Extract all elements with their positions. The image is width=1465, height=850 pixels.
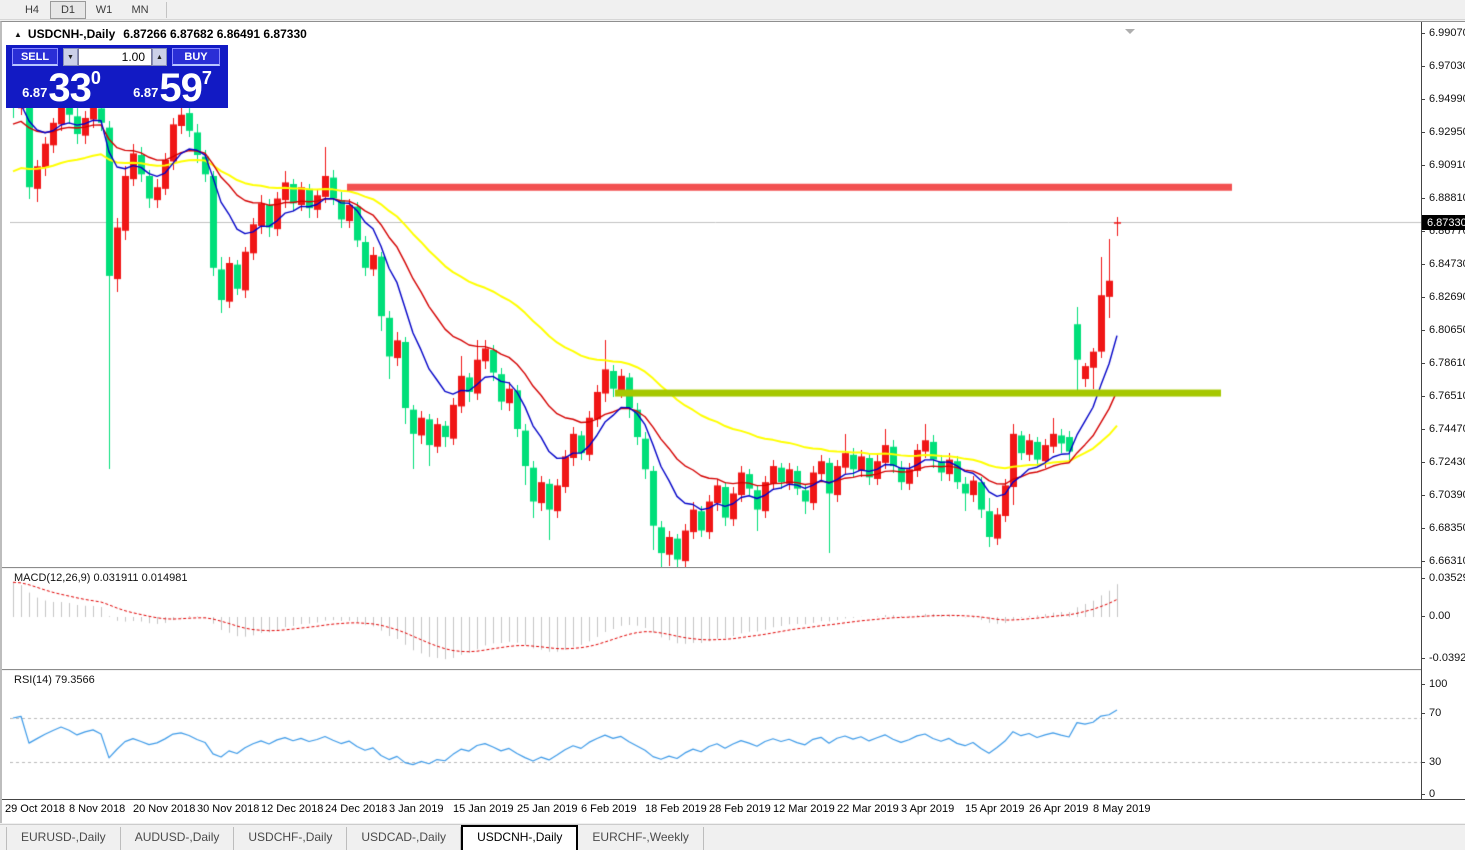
time-axis-label: 30 Nov 2018 [197, 803, 260, 815]
price-axis-label: 6.70390 [1421, 479, 1465, 512]
price-axis-label: 6.99070 [1421, 17, 1465, 50]
price-axis-label: 6.68350 [1421, 512, 1465, 545]
time-axis-label: 12 Mar 2019 [773, 803, 835, 815]
panel-separator[interactable] [2, 669, 1421, 671]
timeframe-toolbar: H4 D1 W1 MN [0, 0, 1465, 20]
price-axis-label: 6.92950 [1421, 116, 1465, 149]
price-axis[interactable]: 6.99070 6.97030 6.94990 6.92950 6.90910 6.888… [1421, 17, 1465, 578]
rsi-label: RSI(14) 79.3566 [14, 674, 95, 686]
chart-tab[interactable]: USDCHF-,Daily [234, 827, 348, 850]
time-axis-label: 15 Apr 2019 [965, 803, 1025, 815]
time-axis-label: 15 Jan 2019 [453, 803, 514, 815]
buy-price-big: 59 [159, 66, 202, 110]
volume-input[interactable] [78, 48, 152, 66]
chart-shift-marker-icon[interactable] [1125, 29, 1135, 34]
macd-label: MACD(12,26,9) 0.031911 0.014981 [14, 572, 188, 584]
rsi-axis-label: 70 [1420, 706, 1441, 720]
timeframe-button[interactable]: D1 [50, 0, 86, 19]
sell-price[interactable]: 6.87 33 0 [6, 67, 117, 108]
chart-tab[interactable]: EURCHF-,Weekly [578, 827, 704, 850]
chart-title: USDCNH-,Daily [27, 27, 116, 41]
trade-prices-row: 6.87 33 0 6.87 59 7 [6, 67, 228, 108]
price-axis-label: 6.66310 [1421, 545, 1465, 578]
price-chart-canvas[interactable] [10, 23, 1421, 567]
rsi-indicator-canvas[interactable] [10, 671, 1421, 799]
chevron-down-icon: ▼ [67, 53, 74, 61]
timeframe-button[interactable]: MN [122, 1, 158, 19]
chart-tab[interactable]: AUDUSD-,Daily [121, 827, 235, 850]
buy-price[interactable]: 6.87 59 7 [117, 67, 228, 108]
sell-price-big: 33 [48, 66, 91, 110]
time-axis-line [2, 799, 1465, 800]
price-axis-label: 6.80650 [1421, 314, 1465, 347]
price-axis-label: 6.76510 [1421, 380, 1465, 413]
timeframe-button[interactable]: H4 [14, 1, 50, 19]
time-axis-label: 26 Apr 2019 [1029, 803, 1089, 815]
buy-button[interactable]: BUY [172, 48, 220, 66]
buy-price-base: 6.87 [133, 85, 159, 100]
time-axis-label: 8 Nov 2018 [69, 803, 126, 815]
macd-axis-label: -0.039223 [1421, 651, 1465, 665]
price-axis-label: 6.97030 [1421, 50, 1465, 83]
rsi-axis-label: 100 [1420, 677, 1447, 691]
chart-tab[interactable]: USDCNH-,Daily [461, 825, 579, 850]
time-axis-label: 24 Dec 2018 [325, 803, 388, 815]
one-click-trading-toggle-icon[interactable]: ▲ [14, 29, 22, 39]
macd-axis-label: 0.035298 [1421, 571, 1465, 585]
price-axis-label: 6.72430 [1421, 446, 1465, 479]
trade-controls-row: SELL ▼ ▲ BUY [12, 48, 222, 66]
time-axis-label: 8 May 2019 [1093, 803, 1151, 815]
volume-decrease-button[interactable]: ▼ [63, 48, 78, 66]
chart-tab-bar: EURUSD-,Daily AUDUSD-,Daily USDCHF-,Daily U… [0, 824, 1465, 850]
chart-tab[interactable]: EURUSD-,Daily [6, 827, 121, 850]
volume-increase-button[interactable]: ▲ [152, 48, 167, 66]
chart-header: ▲ USDCNH-,Daily 6.87266 6.87682 6.86491 … [14, 27, 307, 41]
time-axis-label: 28 Feb 2019 [709, 803, 771, 815]
sell-price-sup: 0 [90, 68, 101, 88]
price-axis-line [1421, 22, 1422, 799]
chart-window: ▲ USDCNH-,Daily 6.87266 6.87682 6.86491 … [0, 21, 1465, 823]
price-axis-label: 6.84730 [1421, 248, 1465, 281]
time-axis-label: 29 Oct 2018 [5, 803, 65, 815]
time-axis-label: 6 Feb 2019 [581, 803, 637, 815]
chevron-up-icon: ▲ [156, 53, 163, 61]
time-axis-label: 3 Jan 2019 [389, 803, 444, 815]
macd-indicator-canvas[interactable] [10, 569, 1421, 669]
timeframe-button[interactable]: W1 [86, 1, 122, 19]
price-axis-label: 6.88810 [1421, 182, 1465, 215]
sell-button[interactable]: SELL [12, 48, 58, 66]
time-axis[interactable]: 29 Oct 2018 8 Nov 2018 20 Nov 2018 30 Nov 2… [5, 803, 1417, 819]
price-axis-label: 6.78610 [1421, 347, 1465, 380]
price-axis-label: 6.82690 [1421, 281, 1465, 314]
rsi-axis-label: 0 [1420, 787, 1435, 801]
timeframe-group: H4 D1 W1 MN [14, 0, 158, 20]
buy-price-sup: 7 [201, 68, 212, 88]
chart-ohlc-values: 6.87266 6.87682 6.86491 6.87330 [123, 27, 307, 41]
time-axis-label: 22 Mar 2019 [837, 803, 899, 815]
chart-tab[interactable]: USDCAD-,Daily [347, 827, 462, 850]
time-axis-label: 3 Apr 2019 [901, 803, 955, 815]
price-axis-label: 6.90910 [1421, 149, 1465, 182]
macd-axis-label: 0.00 [1420, 609, 1450, 623]
sell-price-base: 6.87 [22, 85, 48, 100]
time-axis-label: 20 Nov 2018 [133, 803, 196, 815]
panel-separator[interactable] [2, 567, 1421, 569]
price-axis-label: 6.94990 [1421, 83, 1465, 116]
toolbar-separator [166, 1, 167, 18]
one-click-trading-panel: SELL ▼ ▲ BUY 6.87 33 0 6.87 59 7 [6, 45, 228, 108]
time-axis-label: 18 Feb 2019 [645, 803, 707, 815]
time-axis-label: 25 Jan 2019 [517, 803, 578, 815]
price-axis-label: 6.74470 [1421, 413, 1465, 446]
time-axis-label: 12 Dec 2018 [261, 803, 324, 815]
rsi-axis-label: 30 [1420, 755, 1441, 769]
current-price-tag: 6.87330 [1422, 215, 1465, 230]
